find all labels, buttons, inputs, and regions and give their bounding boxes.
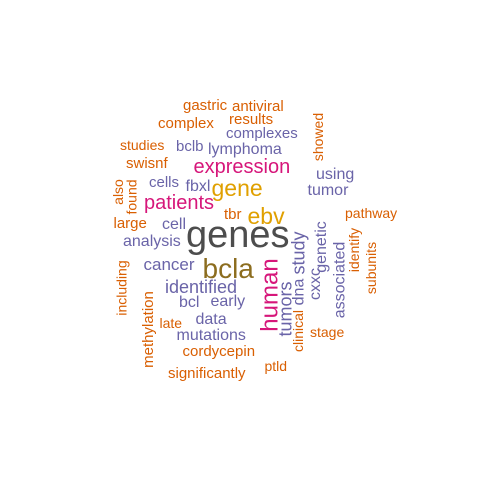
word-late: late [159,315,183,331]
word-cordycepin: cordycepin [182,342,256,360]
word-tumor: tumor [307,182,349,199]
word-cxxc: cxxc [307,268,324,300]
word-dna: dna [289,278,307,306]
word-lymphoma: lymphoma [208,141,282,158]
word-found: found [123,179,140,215]
word-complex: complex [158,114,214,132]
word-subunits: subunits [363,241,380,295]
word-significantly: significantly [168,364,246,382]
word-cells: cells [149,173,180,191]
word-ebv: ebv [247,202,285,229]
word-identified: identified [165,277,238,297]
word-study: study [288,231,309,275]
word-studies: studies [120,137,165,153]
word-expression: expression [193,156,291,178]
word-cell: cell [162,216,187,233]
word-identify: identify [346,227,363,273]
word-bcla: bcla [202,253,254,284]
word-swisnf: swisnf [126,154,168,172]
word-genetic: genetic [312,221,330,273]
word-complexes: complexes [226,124,298,142]
word-large: large [113,214,147,232]
word-bclb: bclb [176,137,204,155]
word-ptld: ptld [264,358,288,374]
word-showed: showed [310,112,327,162]
word-stage: stage [310,324,345,340]
word-analysis: analysis [123,233,181,250]
word-genes: genes [186,214,290,256]
word-results: results [229,110,274,128]
word-pathway: pathway [345,205,398,221]
word-patients: patients [144,192,215,214]
word-cancer: cancer [143,254,195,274]
word-bcl: bcl [179,294,200,311]
word-gene: gene [211,174,263,201]
word-clinical: clinical [290,309,307,353]
word-including: including [113,260,130,316]
word-antiviral: antiviral [232,97,284,115]
word-data: data [195,311,227,328]
word-gastric: gastric [183,96,228,114]
word-using: using [316,166,355,183]
word-mutations: mutations [176,327,246,344]
word-methylation: methylation [139,290,157,368]
word-fbxl: fbxl [185,178,211,195]
word-early: early [210,293,246,310]
word-tbr: tbr [224,205,242,223]
